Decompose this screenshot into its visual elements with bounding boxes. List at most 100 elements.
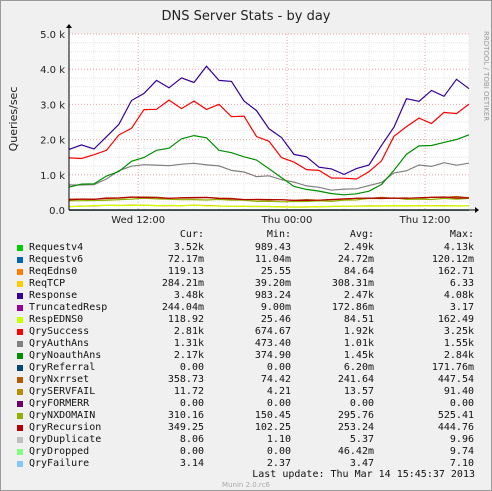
legend-swatch	[17, 413, 23, 419]
legend-name: RespEDNS0	[29, 314, 84, 325]
legend-row: ReqTCP 284.21m 39.20m 308.31m 6.33	[1, 278, 491, 290]
legend-avg: 6.20m	[343, 362, 374, 373]
legend-swatch	[17, 377, 23, 383]
legend-avg: 2.47k	[343, 290, 374, 301]
legend-avg: 241.64	[337, 374, 374, 385]
legend-swatch	[17, 389, 23, 395]
series-line-qryrecursion	[68, 196, 469, 201]
legend-max: 444.76	[437, 422, 474, 433]
legend-row: QrySuccess 2.81k 674.67 1.92k 3.25k	[1, 326, 491, 338]
legend-row: Requestv6 72.17m 11.04m 24.72m 120.12m	[1, 254, 491, 266]
legend-max: 2.84k	[443, 350, 474, 361]
legend-cur: 1.31k	[173, 338, 204, 349]
legend-row: QryAuthAns 1.31k 473.40 1.01k 1.55k	[1, 338, 491, 350]
legend-name: ReqTCP	[29, 278, 66, 289]
legend-max: 9.96	[449, 434, 474, 445]
legend-avg: 172.86m	[331, 302, 374, 313]
legend-cur: 0.00	[179, 398, 204, 409]
legend-min: 9.00m	[260, 302, 291, 313]
legend-min: 150.45	[254, 410, 291, 421]
legend-cur: 2.81k	[173, 326, 204, 337]
series-line-qryauthans	[69, 162, 470, 191]
legend-row: QryNxrrset 358.73 74.42 241.64 447.54	[1, 374, 491, 386]
legend-cur: 0.00	[179, 362, 204, 373]
series-line-response	[68, 65, 470, 176]
legend-name: QryDuplicate	[29, 434, 102, 445]
legend-min: 102.25	[254, 422, 291, 433]
legend-swatch	[17, 425, 23, 431]
legend-swatch	[17, 269, 23, 275]
legend-max: 120.12m	[431, 254, 474, 265]
legend-max: 6.33	[449, 278, 474, 289]
legend-name: QryAuthAns	[29, 338, 90, 349]
legend-rows: Requestv4 3.52k 989.43 2.49k 4.13k Requestv6 7…	[1, 242, 491, 470]
legend-cur: 3.14	[179, 458, 204, 469]
series-line-qrynxdomain	[68, 197, 470, 203]
header-min: Min:	[266, 229, 291, 240]
legend-row: QryFORMERR 0.00 0.00 0.00 0.00	[1, 398, 491, 410]
legend-avg: 84.51	[343, 314, 374, 325]
series-line-respedns0	[68, 204, 470, 208]
grid	[68, 33, 470, 211]
legend-cur: 3.48k	[173, 290, 204, 301]
legend-avg: 1.45k	[343, 350, 374, 361]
legend-row: TruncatedResp 244.04m 9.00m 172.86m 3.17	[1, 302, 491, 314]
legend-max: 162.71	[437, 266, 474, 277]
legend-row: QryNXDOMAIN 310.16 150.45 295.76 525.41	[1, 410, 491, 422]
legend-row: QryDropped 0.00 0.00 46.42m 9.74	[1, 446, 491, 458]
legend-cur: 119.13	[167, 266, 204, 277]
axes: 0.0 1.0 k 2.0 k 3.0 k 4.0 k 5.0 k Wed 12:00 Thu…	[40, 24, 479, 226]
legend-max: 1.55k	[443, 338, 474, 349]
legend-avg: 253.24	[337, 422, 374, 433]
legend-swatch	[17, 317, 23, 323]
legend-max: 7.10	[449, 458, 474, 469]
legend-min: 983.24	[254, 290, 291, 301]
legend-swatch	[17, 437, 23, 443]
legend-swatch	[17, 281, 23, 287]
legend-min: 39.20m	[254, 278, 291, 289]
legend-avg: 2.49k	[343, 242, 374, 253]
header-cur: Cur:	[179, 229, 204, 240]
x-tick-label: Wed 12:00	[111, 215, 165, 226]
legend-avg: 13.57	[343, 386, 374, 397]
legend-swatch	[17, 257, 23, 263]
legend-avg: 1.01k	[343, 338, 374, 349]
legend-row: QryFailure 3.14 2.37 3.47 7.10	[1, 458, 491, 470]
legend-cur: 244.04m	[161, 302, 204, 313]
legend-swatch	[17, 449, 23, 455]
legend-swatch	[17, 365, 23, 371]
legend-name: TruncatedResp	[29, 302, 108, 313]
legend-avg: 295.76	[337, 410, 374, 421]
last-update: Last update: Thu Mar 14 15:45:37 2013	[252, 469, 475, 480]
legend-min: 473.40	[254, 338, 291, 349]
legend-name: QryFailure	[29, 458, 90, 469]
legend-min: 0.00	[266, 446, 291, 457]
legend-min: 11.04m	[254, 254, 291, 265]
legend-min: 0.00	[266, 362, 291, 373]
legend-cur: 72.17m	[167, 254, 204, 265]
legend-name: QrySERVFAIL	[29, 386, 96, 397]
legend-name: QryFORMERR	[29, 398, 90, 409]
legend-cur: 349.25	[167, 422, 204, 433]
legend-min: 1.10	[266, 434, 291, 445]
y-tick-label: 3.0 k	[40, 100, 65, 111]
legend-max: 3.17	[449, 302, 474, 313]
legend-max: 525.41	[437, 410, 474, 421]
legend-max: 171.76m	[431, 362, 474, 373]
legend-avg: 84.64	[343, 266, 374, 277]
side-watermark: RRDTOOL / TOBI OETIKER	[482, 31, 490, 121]
legend-swatch	[17, 293, 23, 299]
x-tick-label: Thu 00:00	[261, 215, 313, 226]
legend-row: QrySERVFAIL 11.72 4.21 13.57 91.40	[1, 386, 491, 398]
legend-swatch	[17, 401, 23, 407]
x-axis-arrow	[475, 207, 479, 213]
legend-cur: 11.72	[173, 386, 204, 397]
legend-row: Requestv4 3.52k 989.43 2.49k 4.13k	[1, 242, 491, 254]
chart: DNS Server Stats - by day Queries/sec RR…	[7, 9, 490, 226]
legend-cur: 3.52k	[173, 242, 204, 253]
y-tick-label: 1.0 k	[40, 171, 65, 182]
legend-min: 2.37	[266, 458, 291, 469]
legend-max: 4.13k	[443, 242, 474, 253]
legend-max: 91.40	[443, 386, 474, 397]
